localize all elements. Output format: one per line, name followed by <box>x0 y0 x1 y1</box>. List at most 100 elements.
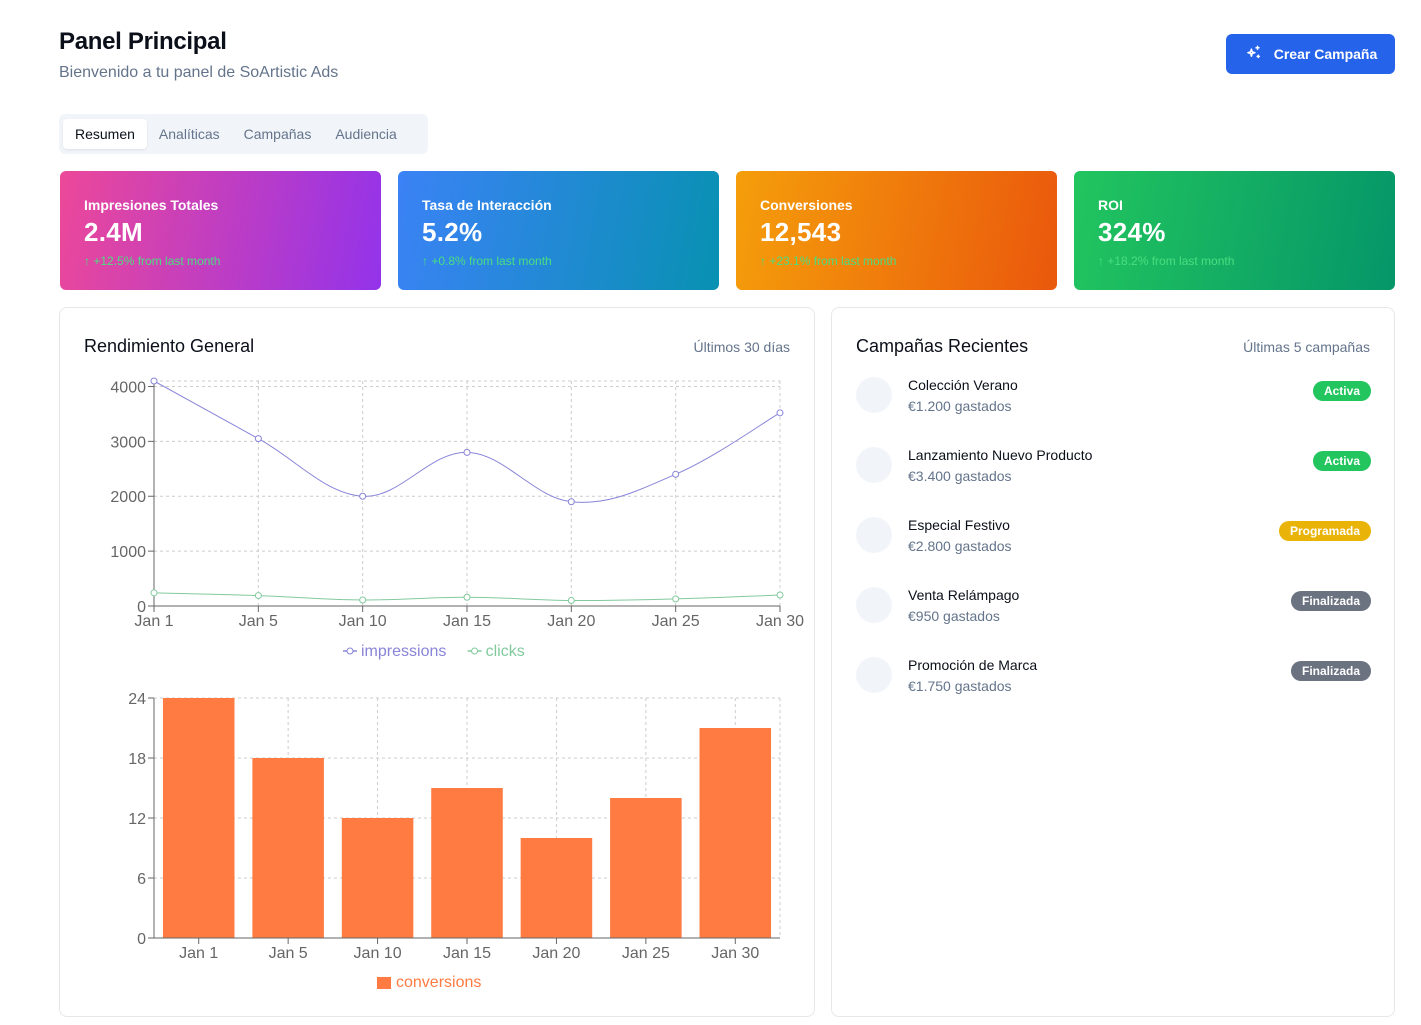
line-point-impressions <box>359 492 367 500</box>
tab-resumen[interactable]: Resumen <box>63 119 147 149</box>
campaign-spent: €950 gastados <box>908 608 1000 624</box>
line-point-impressions <box>776 409 784 417</box>
line-x-tick-label: Jan 10 <box>339 613 387 630</box>
campaign-name: Venta Relámpago <box>908 587 1020 603</box>
bar-x-tick-label: Jan 1 <box>179 945 218 962</box>
line-point-impressions <box>254 435 262 443</box>
stat-card-roi: ROI 324% ↑ +18.2% from last month <box>1074 171 1395 290</box>
campaign-row[interactable]: Lanzamiento Nuevo Producto €3.400 gastado… <box>856 447 1371 487</box>
line-point-clicks <box>463 593 471 601</box>
bar-x-tick-label: Jan 30 <box>711 945 759 962</box>
stat-card-engagement: Tasa de Interacción 5.2% ↑ +0.8% from la… <box>398 171 719 290</box>
bar-y-tick-label: 12 <box>128 811 146 828</box>
line-y-tick-label: 0 <box>137 599 146 616</box>
line-point-clicks <box>776 591 784 599</box>
line-point-clicks <box>254 592 262 600</box>
create-campaign-label: Crear Campaña <box>1273 46 1378 62</box>
tab-list: Resumen Analíticas Campañas Audiencia <box>59 114 428 154</box>
campaign-name: Promoción de Marca <box>908 657 1038 673</box>
bar-x-tick-label: Jan 5 <box>269 945 308 962</box>
line-y-tick-label: 4000 <box>110 379 146 396</box>
campaign-status-badge: Finalizada <box>1290 591 1371 611</box>
bar-jan-20 <box>520 838 593 938</box>
campaign-name: Especial Festivo <box>908 517 1010 533</box>
campaign-status-badge: Activa <box>1312 451 1371 471</box>
page-header: Panel Principal Bienvenido a tu panel de… <box>59 28 338 82</box>
recent-campaigns-card: Campañas Recientes Últimas 5 campañas Co… <box>831 307 1395 1017</box>
line-x-tick-label: Jan 15 <box>443 613 491 630</box>
line-x-tick-label: Jan 5 <box>239 613 278 630</box>
page-subtitle: Bienvenido a tu panel de SoArtistic Ads <box>59 64 339 81</box>
sparkles-icon <box>1244 44 1262 65</box>
stat-change: ↑ +0.8% from last month <box>422 254 552 268</box>
bar-x-tick-label: Jan 15 <box>443 945 491 962</box>
line-point-clicks <box>359 596 367 604</box>
tab-campanas[interactable]: Campañas <box>243 126 312 142</box>
bar-jan-1 <box>162 698 235 938</box>
performance-card: Rendimiento General Últimos 30 días 0 100… <box>59 307 815 1017</box>
bar-y-tick-label: 24 <box>128 691 146 708</box>
stat-label: Impresiones Totales <box>84 197 219 213</box>
campaign-row[interactable]: Venta Relámpago €950 gastados Finalizada <box>856 587 1371 627</box>
tab-audiencia[interactable]: Audiencia <box>335 126 397 142</box>
legend-marker-conversions <box>377 977 391 989</box>
performance-period: Últimos 30 días <box>693 339 790 355</box>
bar-y-tick-label: 6 <box>137 871 146 888</box>
line-point-clicks <box>567 597 575 605</box>
campaign-status-badge: Activa <box>1312 381 1371 401</box>
recent-meta: Últimas 5 campañas <box>1243 339 1370 355</box>
campaign-avatar <box>856 657 892 693</box>
line-point-impressions <box>150 377 158 385</box>
bar-jan-30 <box>699 728 772 938</box>
bar-y-tick-label: 0 <box>137 931 146 948</box>
recent-title: Campañas Recientes <box>856 336 1029 356</box>
line-point-clicks <box>672 595 680 603</box>
bar-jan-10 <box>341 818 414 938</box>
campaign-avatar <box>856 587 892 623</box>
stat-change: ↑ +18.2% from last month <box>1098 254 1235 268</box>
bar-x-tick-label: Jan 10 <box>354 945 402 962</box>
campaign-spent: €3.400 gastados <box>908 468 1012 484</box>
campaign-row[interactable]: Promoción de Marca €1.750 gastados Finaliz… <box>856 657 1371 697</box>
line-point-impressions <box>672 470 680 478</box>
campaign-avatar <box>856 377 892 413</box>
bar-jan-15 <box>431 788 503 938</box>
campaign-row[interactable]: Especial Festivo €2.800 gastados Programad… <box>856 517 1371 557</box>
campaign-status-badge: Programada <box>1278 521 1371 541</box>
campaign-spent: €1.200 gastados <box>908 398 1012 414</box>
stat-card-conversions: Conversiones 12,543 ↑ +23.1% from last m… <box>736 171 1057 290</box>
legend-marker-clicks <box>471 647 479 655</box>
campaign-avatar <box>856 517 892 553</box>
line-point-clicks <box>150 589 158 597</box>
line-x-tick-label: Jan 30 <box>756 613 804 630</box>
stat-card-impressions: Impresiones Totales 2.4M ↑ +12.5% from l… <box>60 171 381 290</box>
campaign-row[interactable]: Colección Verano €1.200 gastados Activa <box>856 377 1371 417</box>
bar-x-tick-label: Jan 25 <box>622 945 670 962</box>
stat-change: ↑ +12.5% from last month <box>84 254 221 268</box>
legend-label-clicks: clicks <box>486 643 525 660</box>
campaign-status-badge: Finalizada <box>1290 661 1371 681</box>
legend-label-impressions: impressions <box>361 643 446 660</box>
performance-title: Rendimiento General <box>84 336 255 356</box>
bar-jan-5 <box>252 758 324 938</box>
stat-label: Conversiones <box>760 197 853 213</box>
line-x-tick-label: Jan 1 <box>134 613 173 630</box>
campaign-spent: €1.750 gastados <box>908 678 1012 694</box>
tab-analiticas[interactable]: Analíticas <box>158 126 220 142</box>
line-x-tick-label: Jan 25 <box>652 613 700 630</box>
line-y-tick-label: 1000 <box>110 544 146 561</box>
stat-label: ROI <box>1098 197 1123 213</box>
line-point-impressions <box>567 498 575 506</box>
bar-y-tick-label: 18 <box>128 751 146 768</box>
create-campaign-button[interactable]: Crear Campaña <box>1226 34 1395 74</box>
bar-x-tick-label: Jan 20 <box>532 945 580 962</box>
line-y-tick-label: 2000 <box>110 489 146 506</box>
line-x-tick-label: Jan 20 <box>547 613 595 630</box>
stat-value: 12,543 <box>760 217 842 247</box>
line-point-impressions <box>463 448 471 456</box>
legend-marker-impressions <box>346 647 354 655</box>
campaign-spent: €2.800 gastados <box>908 538 1012 554</box>
page-title: Panel Principal <box>59 28 227 55</box>
stat-value: 2.4M <box>84 217 144 247</box>
